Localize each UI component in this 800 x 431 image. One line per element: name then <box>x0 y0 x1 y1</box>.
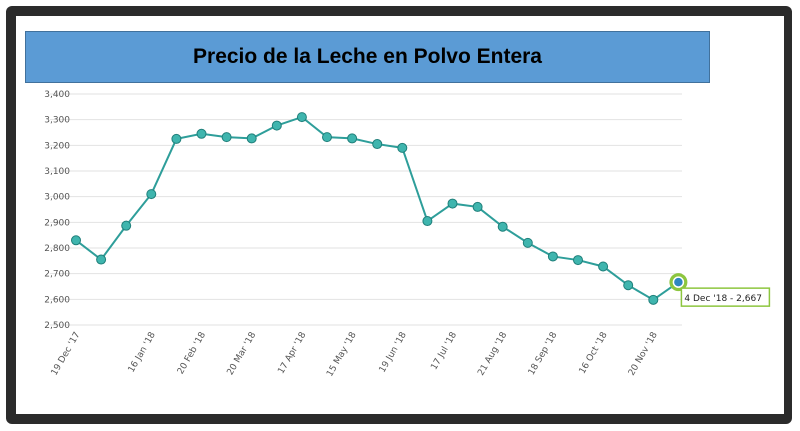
y-tick-label: 3,200 <box>44 141 70 151</box>
data-point[interactable] <box>296 112 307 123</box>
x-tick-label: 17 Jul '18 <box>429 330 459 372</box>
data-point[interactable] <box>221 132 232 143</box>
data-point[interactable] <box>547 251 558 262</box>
y-axis-ticks: 2,500 2,600 2,700 2,800 2,900 3,000 3,100 3,200… <box>44 90 70 331</box>
grid-lines <box>50 93 682 326</box>
data-point[interactable] <box>472 201 483 212</box>
data-point[interactable] <box>71 235 81 246</box>
data-point[interactable] <box>447 198 458 209</box>
y-tick-label: 3,100 <box>44 167 70 177</box>
x-tick-label: 21 Aug '18 <box>476 330 509 377</box>
chart-title: Precio de la Leche en Polvo Entera <box>193 45 542 68</box>
data-point[interactable] <box>397 142 408 153</box>
tooltip: 4 Dec '18 - 2,667 <box>680 287 771 307</box>
data-point[interactable] <box>146 189 157 200</box>
data-point[interactable] <box>322 132 332 143</box>
y-tick-label: 2,700 <box>44 270 70 280</box>
series-points <box>71 112 688 305</box>
data-point[interactable] <box>598 261 609 272</box>
tooltip-box <box>680 287 771 307</box>
y-tick-label: 2,500 <box>44 321 70 331</box>
x-tick-label: 19 Dec '17 <box>50 331 83 378</box>
x-axis-ticks: 19 Dec '17 16 Jan '18 20 Feb '18 20 Mar '18… <box>50 330 660 378</box>
x-tick-label: 20 Mar '18 <box>226 330 259 377</box>
y-tick-label: 3,300 <box>44 116 70 126</box>
tooltip-text: 4 Dec '18 - 2,667 <box>684 294 762 304</box>
data-point[interactable] <box>271 120 282 131</box>
data-point[interactable] <box>347 133 358 144</box>
x-tick-label: 20 Nov '18 <box>627 330 660 377</box>
x-tick-label: 16 Jan '18 <box>127 330 158 374</box>
highlighted-data-point[interactable] <box>672 276 685 288</box>
x-tick-label: 18 Sep '18 <box>527 330 560 377</box>
data-point[interactable] <box>121 220 132 231</box>
x-tick-label: 20 Feb '18 <box>176 330 208 376</box>
x-tick-label: 19 Jun '18 <box>378 330 409 374</box>
data-point[interactable] <box>372 139 383 150</box>
data-point[interactable] <box>497 221 508 232</box>
y-tick-label: 2,600 <box>44 295 70 305</box>
x-tick-label: 15 May '18 <box>325 330 359 378</box>
data-point[interactable] <box>648 294 659 305</box>
y-tick-label: 3,400 <box>44 90 70 100</box>
data-point[interactable] <box>171 133 182 144</box>
data-point[interactable] <box>246 133 257 144</box>
data-point[interactable] <box>522 237 533 248</box>
data-point[interactable] <box>573 255 583 266</box>
x-tick-label: 17 Apr '18 <box>277 330 309 376</box>
y-tick-label: 3,000 <box>44 193 70 203</box>
y-tick-label: 2,900 <box>44 218 70 228</box>
data-point[interactable] <box>623 280 634 291</box>
y-tick-label: 2,800 <box>44 244 70 254</box>
data-point[interactable] <box>96 254 107 265</box>
data-point[interactable] <box>196 128 207 139</box>
chart-title-bar: Precio de la Leche en Polvo Entera <box>25 31 710 83</box>
x-tick-label: 16 Oct '18 <box>578 330 610 376</box>
data-point[interactable] <box>422 216 433 227</box>
